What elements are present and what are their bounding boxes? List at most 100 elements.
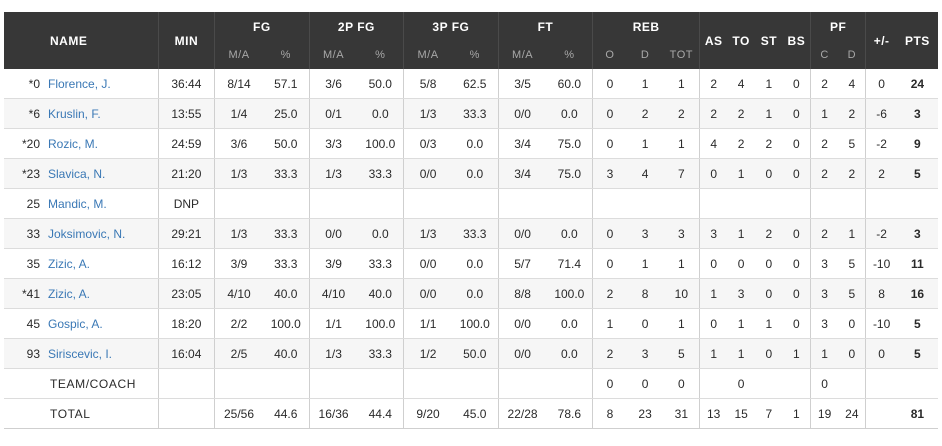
stat-p2: 1/3 — [308, 158, 358, 189]
stat-to: 4 — [727, 69, 756, 99]
col-plus-minus[interactable]: +/- — [865, 12, 897, 69]
col-st[interactable]: ST — [755, 12, 783, 69]
col-2p-pct[interactable]: % — [357, 41, 404, 69]
stat-p2p: 0.0 — [357, 218, 404, 249]
stat-pm: -10 — [865, 248, 897, 279]
col-reb-d[interactable]: D — [626, 41, 664, 69]
stat-p3p: 100.0 — [451, 308, 499, 339]
stat-pfc: 19 — [809, 398, 839, 429]
stat-ftp — [546, 368, 593, 399]
col-pf-c[interactable]: C — [809, 41, 839, 69]
stat-fg — [214, 188, 263, 219]
minutes-cell: 36:44 — [157, 69, 215, 99]
player-cell: 93 Siriscevic, I. — [4, 338, 159, 369]
player-name-link[interactable]: Rozic, M. — [48, 136, 99, 151]
stat-pts — [896, 188, 938, 219]
stat-st: 2 — [755, 218, 783, 249]
stat-as: 0 — [699, 308, 728, 339]
stat-as: 1 — [699, 278, 728, 309]
stat-st: 0 — [755, 338, 783, 369]
col-fg-ma[interactable]: M/A — [214, 41, 263, 69]
player-name-link[interactable]: Slavica, N. — [48, 166, 106, 181]
stat-to: 1 — [727, 218, 756, 249]
stat-p2: 1/1 — [308, 308, 358, 339]
stat-fg: 1/3 — [214, 158, 263, 189]
total-label: TOTAL — [4, 398, 159, 429]
player-name-link[interactable]: Zizic, A. — [48, 256, 91, 271]
stat-pm: 8 — [865, 278, 897, 309]
player-cell: *0 Florence, J. — [4, 69, 159, 99]
stat-bs: 0 — [782, 278, 811, 309]
col-ft-ma[interactable]: M/A — [497, 41, 547, 69]
stat-pts: 5 — [896, 338, 938, 369]
stat-d: 0 — [626, 368, 664, 399]
table-row: *23 Slavica, N. 21:20 1/3 33.3 1/3 33.3 0/0 0.0 3… — [4, 158, 938, 189]
stat-ftp: 75.0 — [546, 128, 593, 159]
jersey-number: 93 — [26, 346, 40, 361]
table-row: *0 Florence, J. 36:44 8/14 57.1 3/6 50.0 5/8 62.… — [4, 69, 938, 99]
stat-pfd: 5 — [838, 278, 866, 309]
stat-pts: 5 — [896, 158, 938, 189]
stat-as — [699, 188, 728, 219]
stat-ft: 0/0 — [497, 338, 547, 369]
player-name-link[interactable]: Gospic, A. — [48, 316, 103, 331]
stat-p3: 0/3 — [403, 128, 452, 159]
col-fg-pct[interactable]: % — [262, 41, 310, 69]
col-pf-d[interactable]: D — [838, 41, 866, 69]
col-ft-pct[interactable]: % — [546, 41, 593, 69]
col-3p-ma[interactable]: M/A — [403, 41, 452, 69]
stat-p3p: 50.0 — [451, 338, 499, 369]
stat-p3p: 0.0 — [451, 248, 499, 279]
minutes-cell: 21:20 — [157, 158, 215, 189]
col-min[interactable]: MIN — [157, 12, 215, 69]
stat-as — [699, 368, 728, 399]
player-name-link[interactable]: Joksimovic, N. — [48, 226, 126, 241]
stat-ft: 5/7 — [497, 248, 547, 279]
stat-to: 3 — [727, 278, 756, 309]
stat-d: 1 — [626, 69, 664, 99]
stat-st: 0 — [755, 248, 783, 279]
col-pts[interactable]: PTS — [896, 12, 938, 69]
stat-o: 0 — [592, 218, 627, 249]
stat-p3p: 33.3 — [451, 98, 499, 129]
stat-p2p: 50.0 — [357, 69, 404, 99]
player-name-link[interactable]: Kruslin, F. — [48, 106, 101, 121]
col-3p-pct[interactable]: % — [451, 41, 499, 69]
stat-pfc: 3 — [809, 278, 839, 309]
stat-pm: -2 — [865, 128, 897, 159]
stat-fgp: 40.0 — [262, 338, 310, 369]
stat-p3p — [451, 368, 499, 399]
col-to[interactable]: TO — [727, 12, 756, 69]
stat-pm — [865, 398, 897, 429]
stat-p3 — [403, 368, 452, 399]
stat-d: 2 — [626, 98, 664, 129]
stat-p2 — [308, 368, 358, 399]
stat-ft: 3/4 — [497, 158, 547, 189]
player-name-link[interactable]: Florence, J. — [48, 76, 111, 91]
col-as[interactable]: AS — [699, 12, 728, 69]
table-row: 25 Mandic, M. DNP — [4, 188, 938, 219]
stat-ftp: 100.0 — [546, 278, 593, 309]
col-bs[interactable]: BS — [782, 12, 811, 69]
stat-d: 3 — [626, 218, 664, 249]
stat-tot: 10 — [663, 278, 700, 309]
stat-p2p: 40.0 — [357, 278, 404, 309]
stat-fgp: 57.1 — [262, 69, 310, 99]
stat-fgp: 40.0 — [262, 278, 310, 309]
stat-ft: 22/28 — [497, 398, 547, 429]
col-reb-tot[interactable]: TOT — [663, 41, 700, 69]
jersey-number: 33 — [26, 226, 40, 241]
col-reb-o[interactable]: O — [592, 41, 627, 69]
jersey-number: 35 — [26, 256, 40, 271]
stat-ftp: 0.0 — [546, 338, 593, 369]
player-name-link[interactable]: Mandic, M. — [48, 196, 107, 211]
player-name-link[interactable]: Siriscevic, I. — [48, 346, 113, 361]
col-3p-fg: 3P FG — [403, 12, 499, 41]
player-name-link[interactable]: Zizic, A. — [48, 286, 91, 301]
col-2p-ma[interactable]: M/A — [308, 41, 358, 69]
stat-st — [755, 188, 783, 219]
col-name[interactable]: NAME — [4, 12, 159, 69]
stat-fg: 8/14 — [214, 69, 263, 99]
stat-d: 0 — [626, 308, 664, 339]
stat-st: 1 — [755, 69, 783, 99]
